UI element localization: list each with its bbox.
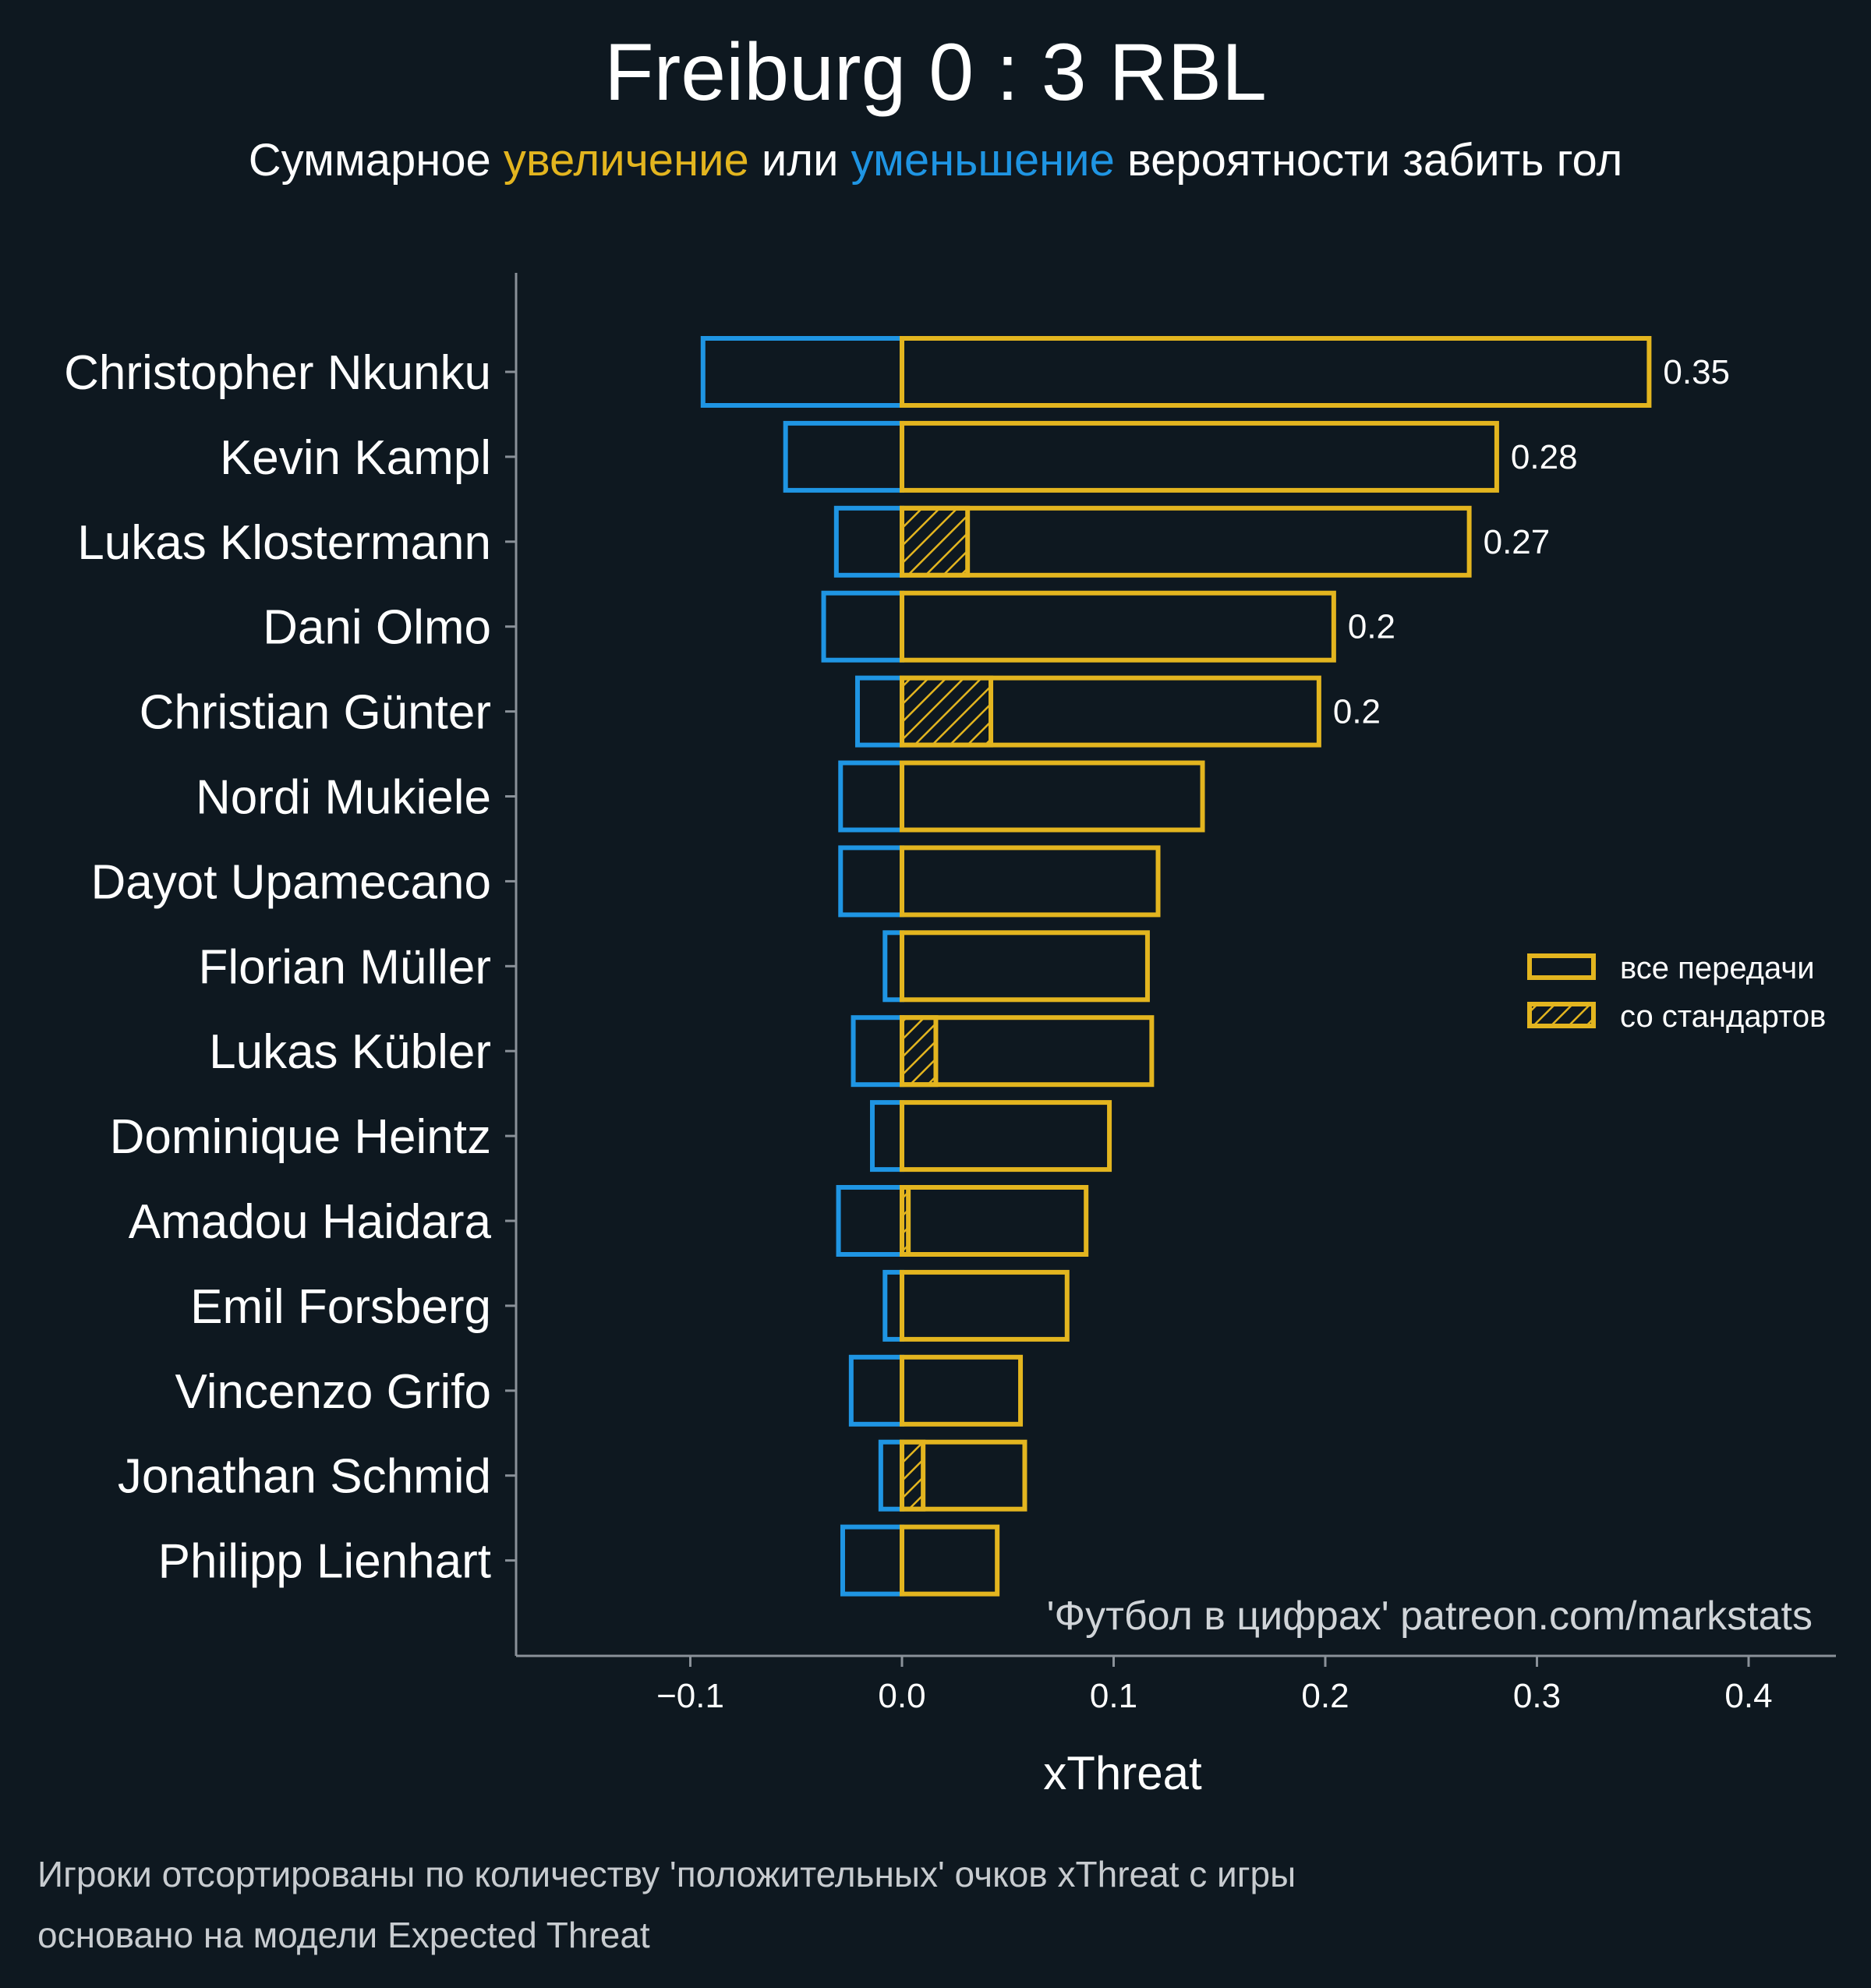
- bar-negative: [878, 1439, 904, 1512]
- legend-label-set-pieces: со стандартов: [1620, 999, 1826, 1034]
- bar-negative: [851, 1015, 905, 1088]
- x-axis-ticks: −0.1 0.0 0.1 0.2 0.3 0.4: [656, 1656, 1773, 1715]
- y-axis-labels: Christopher Nkunku Kevin Kampl Lukas Klost…: [64, 346, 516, 1589]
- bar-positive: [900, 1439, 1027, 1512]
- player-label: Lukas Kübler: [209, 1025, 491, 1079]
- bar-positive: [900, 1185, 1089, 1257]
- player-label: Christopher Nkunku: [64, 346, 491, 400]
- bar-value-label: 0.27: [1484, 523, 1551, 561]
- bar-positive: [900, 1015, 1155, 1088]
- bar-negative: [783, 420, 904, 493]
- footnote-line-2: основано на модели Expected Threat: [37, 1915, 650, 1955]
- bar-negative: [838, 760, 905, 833]
- bar-positive: [900, 1524, 1000, 1597]
- bar-set-pieces: [900, 675, 994, 748]
- player-label: Emil Forsberg: [190, 1280, 491, 1334]
- subtitle-decrease: уменьшение: [851, 135, 1115, 186]
- player-label: Dayot Upamecano: [91, 855, 492, 909]
- bar-negative: [840, 1524, 904, 1597]
- x-axis-label: xThreat: [1043, 1747, 1202, 1799]
- x-tick-label: 0.0: [878, 1677, 925, 1715]
- subtitle-middle: или: [749, 135, 851, 186]
- bar-positive: [900, 760, 1205, 833]
- bar-negative: [833, 505, 904, 578]
- bar-positive: [900, 845, 1161, 918]
- bar-positive: [900, 675, 1321, 748]
- x-tick-label: 0.2: [1301, 1677, 1349, 1715]
- bar-value-label: 0.35: [1663, 353, 1730, 391]
- bar-value-label: 0.2: [1348, 608, 1395, 646]
- bar-negative: [869, 1100, 904, 1173]
- x-tick-label: 0.4: [1724, 1677, 1772, 1715]
- legend: все передачи со стандартов: [1527, 951, 1826, 1034]
- player-label: Philipp Lienhart: [158, 1535, 491, 1589]
- bar-positive: [900, 420, 1499, 493]
- bar-negative: [838, 845, 905, 918]
- bar-value-label: 0.2: [1333, 693, 1381, 731]
- player-label: Amadou Haidara: [129, 1195, 492, 1249]
- bar-set-pieces: [900, 1015, 939, 1088]
- bar-positive: [900, 336, 1652, 408]
- bar-positive: [900, 590, 1336, 663]
- legend-swatch-all-passes: [1527, 953, 1596, 980]
- player-label: Jonathan Schmid: [118, 1450, 491, 1504]
- player-label: Nordi Mukiele: [196, 771, 491, 825]
- bar-positive: [900, 930, 1150, 1003]
- bar-negative: [821, 590, 905, 663]
- legend-label-all-passes: все передачи: [1620, 951, 1815, 985]
- bar-positive: [900, 505, 1472, 578]
- bar-positive: [900, 1100, 1112, 1173]
- player-label: Kevin Kampl: [220, 431, 491, 485]
- player-label: Florian Müller: [198, 940, 491, 994]
- subtitle-suffix: вероятности забить гол: [1115, 135, 1622, 186]
- player-label: Dominique Heintz: [110, 1110, 491, 1164]
- subtitle-increase: увеличение: [504, 135, 749, 186]
- bars-group: 0.35 0.28 0.27 0.2 0.2: [700, 336, 1730, 1597]
- subtitle-prefix: Суммарное: [249, 135, 504, 186]
- chart-title: Freiburg 0 : 3 RBL: [604, 27, 1267, 118]
- x-tick-label: 0.1: [1090, 1677, 1137, 1715]
- x-tick-label: −0.1: [656, 1677, 724, 1715]
- bar-negative: [700, 336, 904, 408]
- bar-negative: [882, 1269, 905, 1342]
- player-label: Christian Günter: [140, 686, 491, 740]
- footnote-line-1: Игроки отсортированы по количеству 'поло…: [37, 1854, 1296, 1894]
- bar-set-pieces: [900, 505, 971, 578]
- player-label: Dani Olmo: [263, 601, 491, 655]
- legend-swatch-set-pieces: [1527, 1002, 1596, 1028]
- bar-value-label: 0.28: [1511, 438, 1578, 476]
- bar-negative: [836, 1185, 905, 1257]
- player-label: Lukas Klostermann: [77, 516, 491, 570]
- bar-positive: [900, 1269, 1070, 1342]
- chart-subtitle: Суммарное увеличение или уменьшение веро…: [249, 135, 1623, 186]
- bar-set-pieces: [900, 1439, 926, 1512]
- bar-positive: [900, 1354, 1024, 1427]
- bar-negative: [848, 1354, 904, 1427]
- bar-negative: [854, 675, 904, 748]
- watermark: 'Футбол в цифрах' patreon.com/markstats: [1047, 1594, 1813, 1639]
- bar-negative: [882, 930, 905, 1003]
- player-label: Vincenzo Grifo: [175, 1365, 491, 1419]
- x-tick-label: 0.3: [1513, 1677, 1561, 1715]
